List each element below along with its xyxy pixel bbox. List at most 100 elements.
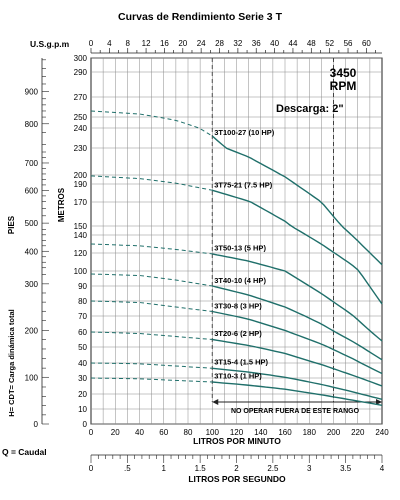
y-tick-meters: 200 [74, 171, 88, 180]
head-side-label: H= CDT= Carga dinámica total [7, 309, 16, 417]
x-tick-label: 240 [375, 428, 389, 437]
feet-axis-label: PIES [7, 215, 16, 234]
curves: 3T100-27 (10 HP) 3T75-21 (7.5 HP) 3T50-13 … [90, 110, 383, 406]
top-tick-label: 48 [307, 39, 316, 48]
feet-tick-label: 800 [25, 120, 39, 129]
rpm-value: 3450 [330, 66, 357, 80]
curve-dashed [90, 362, 213, 369]
top-tick-label: 32 [233, 39, 242, 48]
x-tick-label: 60 [159, 428, 168, 437]
top-tick-label: 56 [344, 39, 353, 48]
feet-tick-label: 300 [25, 280, 39, 289]
x2-tick-label: 3 [307, 464, 312, 473]
y-tick-meters: 80 [78, 297, 87, 306]
top-tick-label: 12 [142, 39, 151, 48]
curve-line [212, 310, 383, 375]
x2-tick-label: .5 [124, 464, 131, 473]
y-tick-meters: 240 [74, 124, 88, 133]
top-tick-label: 16 [160, 39, 169, 48]
top-tick-label: 44 [289, 39, 298, 48]
curve-label: 3T100-27 (10 HP) [214, 128, 275, 137]
x-tick-label: 140 [254, 428, 268, 437]
x2-tick-label: 3.5 [340, 464, 352, 473]
curve-label: 3T30-8 (3 HP) [214, 301, 262, 310]
rpm-unit: RPM [330, 79, 357, 93]
y-tick-meters: 30 [78, 374, 87, 383]
y-tick-meters: 150 [74, 222, 88, 231]
range-arrow-right-head [376, 399, 382, 405]
feet-tick-label: 500 [25, 219, 39, 228]
curve-line [212, 338, 383, 387]
curve-label: 3T15-4 (1.5 HP) [214, 358, 268, 367]
y-tick-meters: 270 [74, 93, 88, 102]
y-tick-meters: 170 [74, 198, 88, 207]
top-tick-label: 60 [362, 39, 371, 48]
curve-line [212, 253, 383, 342]
curve-line [212, 381, 383, 406]
curve-dashed [90, 243, 213, 255]
curve-dashed [90, 175, 213, 191]
y-tick-meters: 60 [78, 328, 87, 337]
feet-tick-label: 400 [25, 247, 39, 256]
feet-tick-label: 0 [34, 420, 39, 429]
x2-tick-label: 4 [380, 464, 385, 473]
x2-tick-label: 1.5 [195, 464, 207, 473]
curve-line [212, 367, 383, 400]
x-axis-label: LITROS POR MINUTO [193, 436, 281, 446]
curve-label: 3T20-6 (2 HP) [214, 329, 262, 338]
y-tick-meters: 40 [78, 359, 87, 368]
x-tick-label: 0 [89, 428, 94, 437]
top-tick-label: 52 [325, 39, 334, 48]
curve-line [212, 285, 383, 361]
y-tick-meters: 230 [74, 144, 88, 153]
curve-label: 3T40-10 (4 HP) [214, 276, 266, 285]
x2-tick-label: 2 [234, 464, 239, 473]
x2-tick-label: 1 [162, 464, 167, 473]
feet-tick-label: 700 [25, 159, 39, 168]
y-tick-meters: 300 [74, 54, 88, 63]
curve-line [211, 135, 383, 266]
top-axis-label: U.S.g.p.m [30, 39, 70, 49]
x-tick-label: 160 [278, 428, 292, 437]
x-tick-label: 20 [111, 428, 120, 437]
x2-tick-label: 2.5 [267, 464, 279, 473]
ticks: 0102030405060708090100120140150170190200… [25, 39, 390, 473]
curve-dashed [90, 300, 213, 312]
curve-line [212, 189, 383, 305]
y-tick-meters: 50 [78, 343, 87, 352]
x-tick-label: 220 [351, 428, 365, 437]
x-tick-label: 100 [206, 428, 220, 437]
curve-label: 3T75-21 (7.5 HP) [214, 180, 272, 189]
top-tick-label: 40 [270, 39, 279, 48]
x-tick-label: 80 [184, 428, 193, 437]
y-tick-meters: 20 [78, 390, 87, 399]
y-tick-meters: 120 [74, 249, 88, 258]
y-tick-meters: 250 [74, 113, 88, 122]
top-tick-label: 28 [215, 39, 224, 48]
x2-tick-label: 0 [89, 464, 94, 473]
top-tick-label: 0 [89, 39, 94, 48]
chart-title: Curvas de Rendimiento Serie 3 T [118, 11, 283, 23]
y-tick-meters: 140 [74, 231, 88, 240]
x2-axis-label: LITROS POR SEGUNDO [188, 474, 286, 484]
y-tick-meters: 90 [78, 282, 87, 291]
x-tick-label: 40 [135, 428, 144, 437]
top-tick-label: 24 [197, 39, 206, 48]
curve-dashed [90, 273, 213, 287]
y-tick-meters: 290 [74, 68, 88, 77]
top-tick-label: 20 [178, 39, 187, 48]
meters-axis-label: METROS [57, 187, 66, 222]
y-tick-meters: 190 [74, 180, 88, 189]
curve-label: 3T50-13 (5 HP) [214, 244, 266, 253]
y-tick-meters: 0 [83, 420, 88, 429]
range-arrow-left-head [212, 399, 219, 405]
x-tick-label: 180 [303, 428, 317, 437]
x-tick-label: 200 [327, 428, 341, 437]
x2-axis-prefix: Q = Caudal [2, 447, 47, 457]
feet-tick-label: 200 [25, 326, 39, 335]
feet-tick-label: 100 [25, 373, 39, 382]
feet-tick-label: 900 [25, 88, 39, 97]
top-tick-label: 4 [107, 39, 112, 48]
top-tick-label: 36 [252, 39, 261, 48]
